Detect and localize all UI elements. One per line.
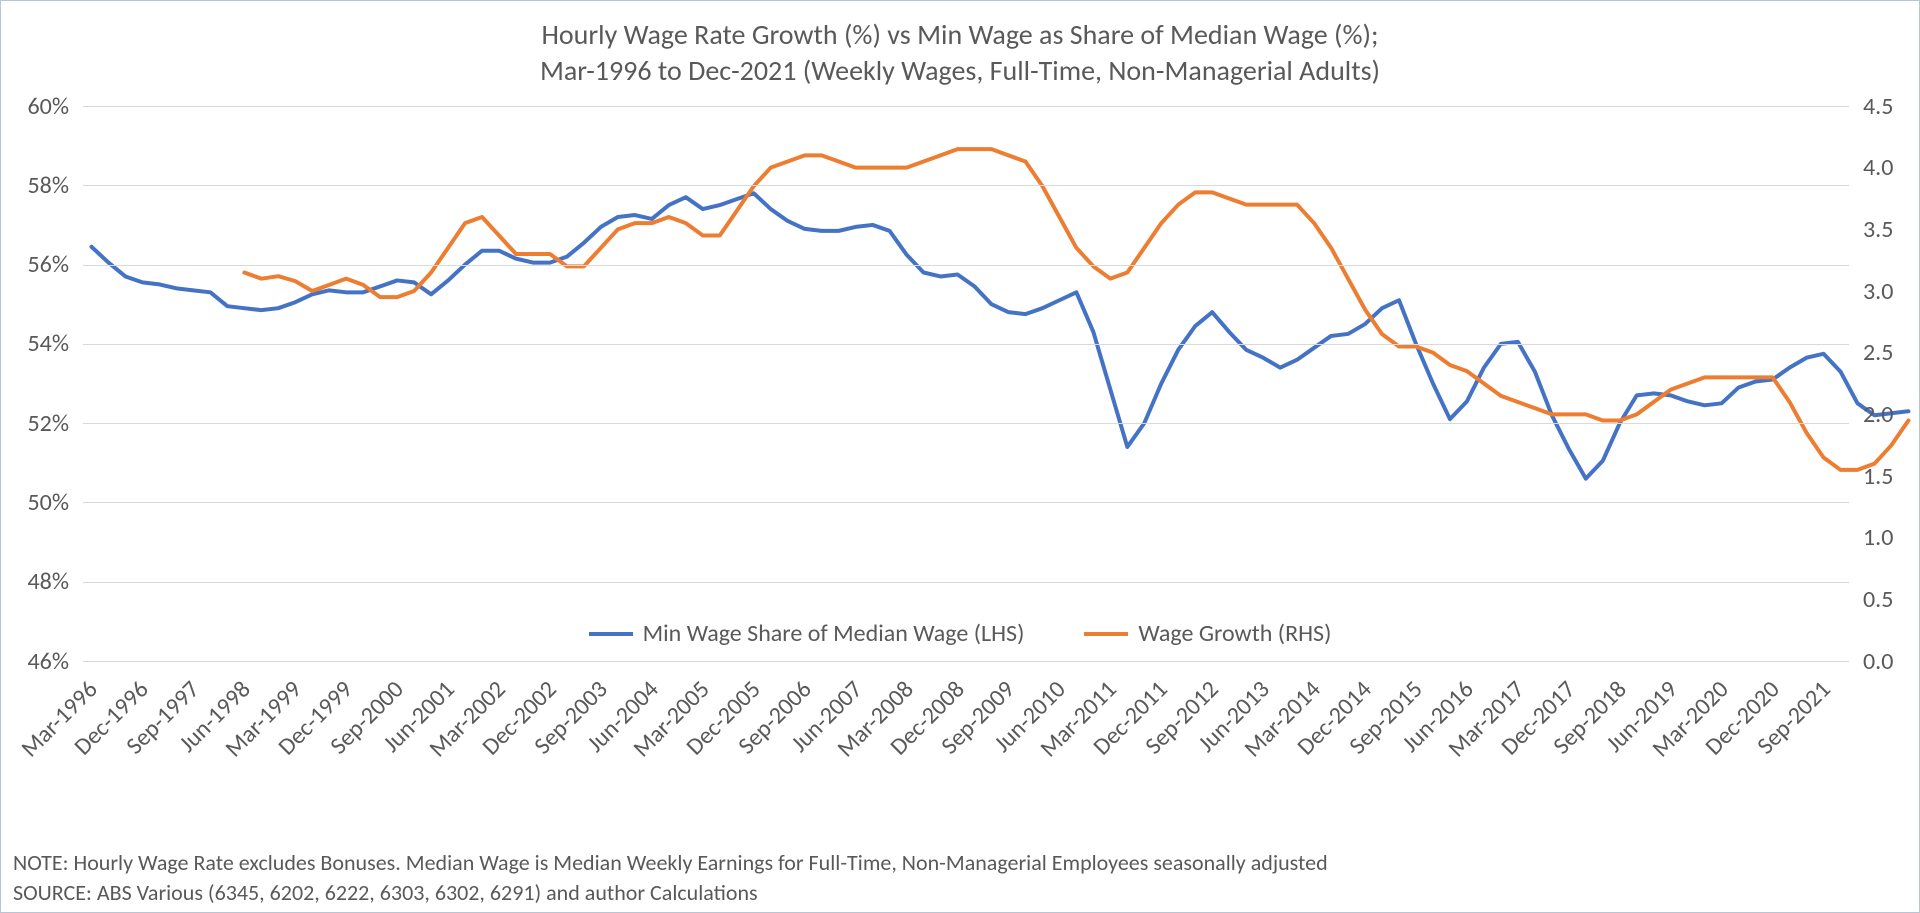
y-left-tick: 58% — [1, 171, 69, 200]
gridline — [83, 502, 1849, 503]
y-right-tick: 0.5 — [1863, 585, 1893, 614]
legend: Min Wage Share of Median Wage (LHS) Wage … — [1, 619, 1919, 648]
y-right-tick: 3.5 — [1863, 215, 1893, 244]
legend-item: Min Wage Share of Median Wage (LHS) — [589, 619, 1025, 648]
y-left-tick: 60% — [1, 92, 69, 121]
y-left-tick: 52% — [1, 409, 69, 438]
chart-title-line1: Hourly Wage Rate Growth (%) vs Min Wage … — [1, 17, 1919, 52]
legend-swatch — [1084, 632, 1128, 636]
legend-swatch — [589, 632, 633, 636]
y-right-tick: 0.0 — [1863, 647, 1893, 676]
plot-area — [83, 106, 1849, 661]
y-right-tick: 1.5 — [1863, 462, 1893, 491]
y-left-tick: 56% — [1, 250, 69, 279]
gridline — [83, 344, 1849, 345]
gridline — [83, 661, 1849, 662]
y-left-tick: 54% — [1, 329, 69, 358]
chart-title-line2: Mar-1996 to Dec-2021 (Weekly Wages, Full… — [1, 53, 1919, 88]
y-right-tick: 4.0 — [1863, 153, 1893, 182]
y-left-tick: 46% — [1, 647, 69, 676]
y-right-tick: 3.0 — [1863, 277, 1893, 306]
line-wage-growth — [244, 149, 1908, 470]
legend-item: Wage Growth (RHS) — [1084, 619, 1331, 648]
legend-label: Min Wage Share of Median Wage (LHS) — [643, 619, 1025, 648]
footnote-source: SOURCE: ABS Various (6345, 6202, 6222, 6… — [13, 879, 758, 906]
gridline — [83, 582, 1849, 583]
y-left-tick: 48% — [1, 567, 69, 596]
footnote-note: NOTE: Hourly Wage Rate excludes Bonuses.… — [13, 849, 1328, 876]
legend-label: Wage Growth (RHS) — [1138, 619, 1331, 648]
gridline — [83, 106, 1849, 107]
y-right-tick: 1.0 — [1863, 523, 1893, 552]
chart-container: Hourly Wage Rate Growth (%) vs Min Wage … — [0, 0, 1920, 913]
y-right-tick: 2.5 — [1863, 338, 1893, 367]
line-series-svg — [83, 106, 1849, 661]
y-right-tick: 2.0 — [1863, 400, 1893, 429]
line-min-wage-share — [91, 193, 1908, 478]
gridline — [83, 185, 1849, 186]
y-left-tick: 50% — [1, 488, 69, 517]
gridline — [83, 423, 1849, 424]
gridline — [83, 265, 1849, 266]
y-right-tick: 4.5 — [1863, 92, 1893, 121]
